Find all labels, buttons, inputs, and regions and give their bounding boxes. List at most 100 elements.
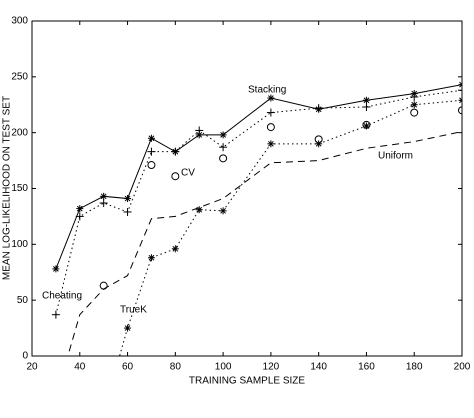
data-point bbox=[147, 254, 155, 262]
y-tick-label: 50 bbox=[17, 295, 29, 306]
marker-stroke bbox=[101, 409, 106, 414]
marker-stroke bbox=[411, 101, 418, 108]
x-tick-label: 120 bbox=[263, 362, 280, 373]
data-point bbox=[362, 122, 370, 130]
data-point bbox=[219, 207, 227, 215]
data-point bbox=[100, 192, 108, 200]
plot-frame bbox=[31, 20, 463, 357]
marker-stroke bbox=[124, 195, 131, 202]
data-point bbox=[266, 123, 275, 132]
data-point bbox=[195, 126, 204, 135]
marker-circle bbox=[219, 154, 228, 163]
y-tick-label: 200 bbox=[11, 127, 28, 138]
marker-stroke bbox=[363, 97, 370, 104]
data-point bbox=[195, 131, 203, 139]
y-tick-label: 300 bbox=[11, 16, 28, 27]
data-point bbox=[410, 92, 419, 101]
x-tick-label: 20 bbox=[26, 362, 38, 373]
marker-stroke bbox=[100, 193, 107, 200]
data-point bbox=[195, 206, 203, 214]
data-point bbox=[147, 134, 155, 142]
marker-circle bbox=[147, 161, 156, 170]
data-point bbox=[458, 86, 462, 95]
data-point bbox=[123, 207, 132, 216]
marker-stroke bbox=[459, 97, 462, 101]
data-point bbox=[314, 104, 323, 113]
marker-circle bbox=[171, 172, 180, 181]
series-label: CV bbox=[181, 168, 195, 179]
y-tick-label: 0 bbox=[22, 351, 28, 362]
marker-circle bbox=[458, 106, 462, 115]
series-line bbox=[55, 84, 462, 270]
marker-stroke bbox=[315, 140, 322, 147]
data-point bbox=[267, 140, 275, 148]
data-point bbox=[171, 147, 180, 156]
plot-area bbox=[51, 81, 462, 415]
marker-stroke bbox=[459, 83, 462, 88]
data-point bbox=[100, 408, 107, 415]
series-line bbox=[67, 131, 462, 356]
marker-stroke bbox=[101, 409, 106, 414]
data-point bbox=[51, 310, 60, 319]
data-point bbox=[124, 324, 132, 332]
data-point bbox=[219, 154, 228, 163]
series-label: Stacking bbox=[248, 85, 286, 96]
marker-stroke bbox=[268, 95, 274, 101]
data-point bbox=[99, 199, 108, 208]
data-point bbox=[458, 96, 462, 104]
marker-stroke bbox=[363, 123, 370, 129]
x-tick-label: 200 bbox=[454, 362, 471, 373]
marker-stroke bbox=[53, 266, 59, 272]
marker-stroke bbox=[148, 254, 155, 261]
marker-circle bbox=[410, 108, 419, 117]
marker-stroke bbox=[148, 135, 155, 142]
marker-stroke bbox=[459, 81, 462, 86]
series-label: Uniform bbox=[378, 151, 413, 162]
x-tick-label: 100 bbox=[215, 362, 232, 373]
data-point bbox=[147, 161, 156, 170]
x-tick-label: 140 bbox=[310, 362, 327, 373]
marker-stroke bbox=[196, 206, 203, 213]
data-point bbox=[458, 81, 462, 89]
data-point bbox=[410, 108, 419, 117]
data-point bbox=[315, 140, 323, 148]
data-point bbox=[266, 108, 275, 117]
x-tick-label: 80 bbox=[170, 362, 182, 373]
x-axis-label: TRAINING SAMPLE SIZE bbox=[189, 376, 305, 387]
data-point bbox=[362, 102, 371, 111]
marker-stroke bbox=[459, 99, 462, 104]
marker-stroke bbox=[220, 132, 226, 138]
data-point bbox=[458, 106, 462, 115]
data-point bbox=[75, 212, 84, 221]
data-point bbox=[147, 147, 156, 156]
data-point bbox=[362, 96, 370, 104]
data-point bbox=[76, 205, 84, 213]
marker-stroke bbox=[220, 207, 226, 214]
y-tick-label: 150 bbox=[11, 183, 28, 194]
series-line bbox=[55, 89, 462, 315]
data-point bbox=[219, 143, 228, 152]
marker-stroke bbox=[76, 205, 83, 212]
x-tick-label: 60 bbox=[122, 362, 134, 373]
data-point bbox=[52, 265, 60, 273]
y-tick-label: 250 bbox=[11, 71, 28, 82]
marker-stroke bbox=[196, 132, 203, 138]
x-tick-label: 40 bbox=[74, 362, 86, 373]
marker-circle bbox=[266, 123, 275, 132]
y-axis-label: MEAN LOG-LIKELIHOOD ON TEST SET bbox=[2, 96, 13, 280]
x-tick-label: 180 bbox=[406, 362, 423, 373]
data-point bbox=[124, 195, 132, 203]
data-point bbox=[410, 101, 418, 109]
marker-stroke bbox=[268, 140, 274, 147]
y-tick-label: 100 bbox=[11, 239, 28, 250]
x-tick-label: 160 bbox=[358, 362, 375, 373]
marker-stroke bbox=[124, 325, 131, 331]
data-point bbox=[267, 94, 275, 102]
series-label: TrueK bbox=[120, 305, 147, 316]
data-point bbox=[171, 245, 179, 253]
series-label: Cheating bbox=[42, 291, 82, 302]
marker-stroke bbox=[172, 245, 179, 252]
data-point bbox=[171, 172, 180, 181]
data-point bbox=[219, 131, 227, 139]
